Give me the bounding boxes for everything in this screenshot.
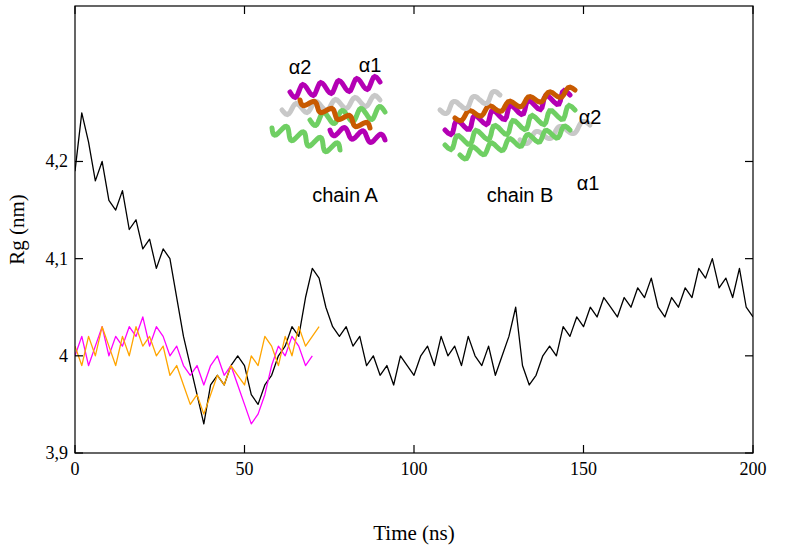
x-tick-label: 50	[236, 459, 254, 479]
x-tick	[244, 6, 245, 14]
y-tick	[75, 161, 83, 162]
x-tick	[413, 6, 414, 14]
annotation: α1	[359, 54, 382, 76]
helix-ribbon	[460, 126, 570, 159]
x-axis-title: Time (ns)	[373, 521, 455, 545]
y-tick	[745, 161, 753, 162]
y-tick	[75, 258, 83, 259]
y-tick-label: 3,9	[46, 443, 69, 463]
x-tick-label: 200	[740, 459, 767, 479]
annotation: α2	[289, 56, 312, 78]
x-tick	[244, 445, 245, 453]
y-tick-label: 4	[59, 346, 68, 366]
x-tick-label: 150	[570, 459, 597, 479]
helix-ribbon	[455, 87, 575, 121]
series-line	[75, 113, 753, 424]
y-axis-title: Rg (nm)	[5, 194, 29, 265]
y-tick	[75, 452, 83, 453]
chart: 0 50 100 150 200 3,9 4 4,1 4,2 Time (ns) Rg (nm) α2…	[0, 0, 786, 556]
helix-ribbon	[445, 90, 570, 134]
series-line	[75, 317, 312, 424]
x-tick	[752, 445, 753, 453]
y-tick-label: 4,2	[46, 151, 69, 171]
x-tick	[583, 445, 584, 453]
x-tick	[413, 445, 414, 453]
x-tick	[74, 6, 75, 14]
annotation: α1	[577, 172, 600, 194]
x-tick-label: 100	[401, 459, 428, 479]
helix-ribbon	[290, 77, 380, 98]
x-tick-label: 0	[71, 459, 80, 479]
helix-ribbon	[300, 100, 370, 128]
x-tick	[583, 6, 584, 14]
helix-ribbon	[440, 91, 500, 113]
frame	[75, 6, 753, 453]
helix-ribbon	[330, 128, 385, 143]
x-tick	[74, 445, 75, 453]
y-tick	[75, 355, 83, 356]
y-tick-label: 4,1	[46, 249, 69, 269]
annotation: α2	[579, 106, 602, 128]
y-tick	[745, 258, 753, 259]
y-tick	[745, 355, 753, 356]
annotation: chain A	[312, 184, 378, 206]
lines	[75, 113, 753, 424]
x-tick	[752, 6, 753, 14]
structure-insets	[272, 77, 590, 159]
series-line	[75, 327, 319, 414]
annotation: chain B	[487, 184, 554, 206]
y-tick	[745, 452, 753, 453]
